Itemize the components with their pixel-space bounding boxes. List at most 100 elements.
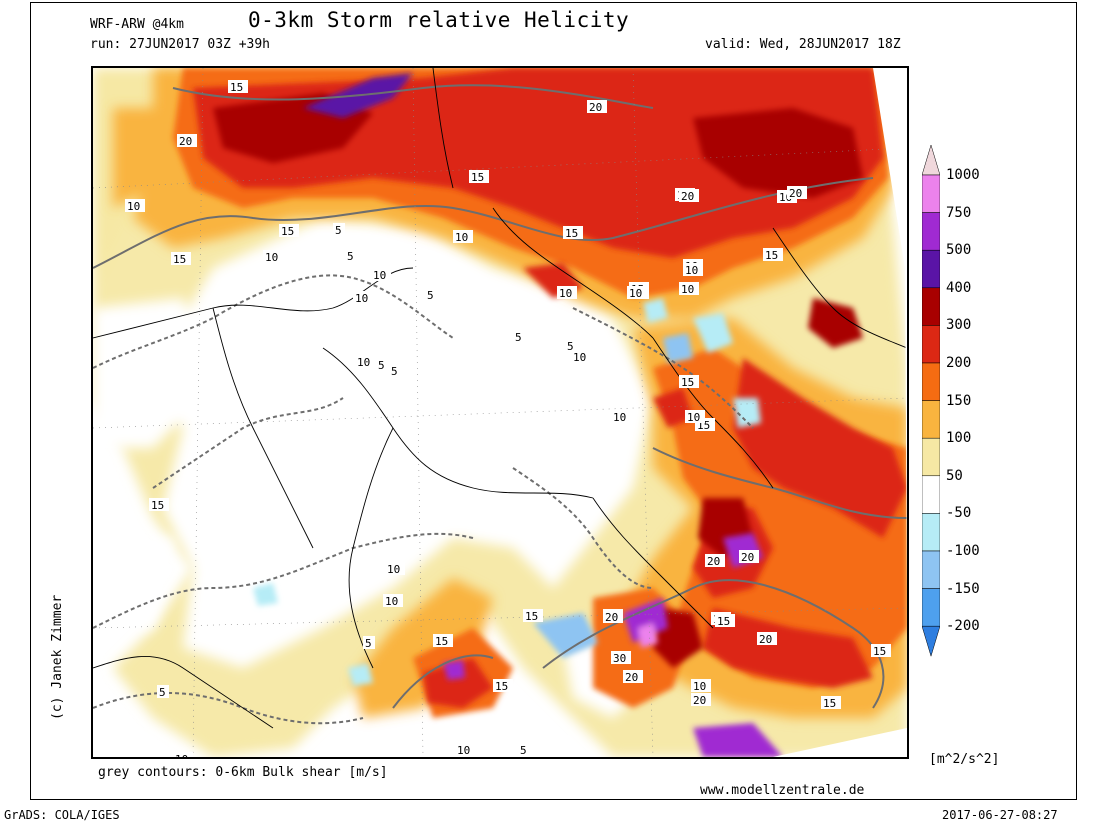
colorbar-segment — [922, 212, 940, 251]
contour-label-text: 20 — [681, 190, 694, 203]
contour-label-text: 10 — [265, 251, 278, 264]
colorbar-tick-label: 100 — [946, 430, 972, 447]
contour-label-bg — [469, 170, 489, 183]
contour-label: 20 — [757, 632, 777, 646]
contour-label-text: 15 — [281, 225, 294, 238]
contour-label-text: 10 — [687, 411, 700, 424]
contour-label-bg — [518, 743, 530, 756]
contour-label: 30 — [611, 651, 631, 665]
contour-label: 10 — [571, 350, 591, 364]
contour-label: 20 — [177, 134, 197, 148]
contour-label: 15 — [715, 614, 735, 628]
contour-label-text: 10 — [613, 411, 626, 424]
contour-label-bg — [603, 610, 623, 623]
contour-label: 10 — [683, 263, 703, 277]
contour-label-text: 10 — [455, 231, 468, 244]
contour-label-text: 5 — [515, 331, 522, 344]
contour-label: 15 — [469, 170, 489, 184]
contour-label-text: 20 — [707, 555, 720, 568]
contour-label: 20 — [787, 186, 807, 200]
contour-label-bg — [705, 554, 725, 567]
contour-label-bg — [565, 339, 577, 352]
contour-label-text: 10 — [629, 287, 642, 300]
contour-label-bg — [363, 636, 375, 649]
contour-label-bg — [263, 250, 283, 263]
contour-label: 10 — [263, 250, 283, 264]
contour-label-text: 10 — [681, 283, 694, 296]
contour-label-text: 15 — [765, 249, 778, 262]
contour-label-bg — [679, 189, 699, 202]
contour-label: 10 — [125, 199, 145, 213]
contour-label-text: 5 — [159, 686, 166, 699]
colorbar-segment — [922, 325, 940, 364]
contour-label-bg — [787, 186, 807, 199]
contour-label: 15 — [763, 248, 783, 262]
contour-label: 20 — [691, 693, 711, 707]
shear-contours-dashed — [93, 274, 754, 725]
colorbar-segment — [922, 588, 940, 627]
contour-label-text: 15 — [435, 635, 448, 648]
contour-label-bg — [453, 230, 473, 243]
country-borders — [93, 68, 907, 729]
contour-label-text: 20 — [759, 633, 772, 646]
contour-label-text: 10 — [373, 269, 386, 282]
contour-label-text: 5 — [365, 637, 372, 650]
contour-label-bg — [425, 288, 437, 301]
contour-label: 15 — [679, 375, 699, 389]
contour-label-bg — [627, 286, 647, 299]
contour-label-bg — [493, 679, 513, 692]
contour-label-bg — [173, 752, 193, 757]
software-label: GrADS: COLA/IGES — [4, 808, 120, 822]
contour-label-text: 10 — [175, 753, 188, 757]
lat-lon-grid — [93, 68, 907, 757]
field-negative — [253, 298, 761, 686]
colorbar-segment — [922, 513, 940, 552]
contour-label-text: 10 — [357, 356, 370, 369]
contour-label: 10 — [685, 410, 705, 424]
contour-label-text: 20 — [589, 101, 602, 114]
contour-label-bg — [177, 134, 197, 147]
colorbar-segment — [922, 287, 940, 326]
contour-label: 5 — [513, 330, 525, 344]
contour-label: 20 — [587, 100, 607, 114]
colorbar-tick-label: 150 — [946, 392, 972, 409]
contour-label-text: 15 — [873, 645, 886, 658]
domain-edge-mask — [773, 68, 907, 757]
contour-note: grey contours: 0-6km Bulk shear [m/s] — [98, 765, 388, 780]
colorbar-tick-label: -200 — [946, 618, 980, 635]
contour-label-bg — [739, 550, 759, 563]
contour-label-bg — [149, 498, 169, 511]
valid-label: valid: Wed, 28JUN2017 18Z — [705, 37, 901, 52]
contour-label-text: 5 — [520, 744, 527, 757]
contour-label-text: 10 — [559, 287, 572, 300]
contour-label-text: 10 — [387, 563, 400, 576]
colorbar-tick-label: -50 — [946, 505, 972, 522]
contour-label-bg — [371, 268, 391, 281]
figure-frame — [30, 2, 1077, 800]
contour-label-text: 5 — [567, 340, 574, 353]
contour-label-bg — [757, 632, 777, 645]
contour-label-bg — [587, 100, 607, 113]
contour-label: 5 — [363, 636, 375, 650]
contour-label-text: 20 — [741, 551, 754, 564]
contour-label-bg — [376, 358, 388, 371]
contour-label-text: 20 — [605, 611, 618, 624]
contour-label: 20 — [603, 610, 623, 624]
contour-label: 15 — [563, 226, 583, 240]
map-graphic: 1520201015152020151010151015101510101515… — [93, 68, 907, 757]
colorbar-segment — [922, 249, 940, 289]
contour-label-bg — [557, 286, 577, 299]
contour-label: 10 — [455, 743, 475, 757]
contour-label-text: 5 — [347, 250, 354, 263]
contour-label-text: 15 — [717, 615, 730, 628]
contour-label: 20 — [705, 554, 725, 568]
contour-label-bg — [571, 350, 591, 363]
contour-label: 5 — [345, 249, 357, 263]
contour-label-text: 20 — [693, 694, 706, 707]
colorbar — [922, 145, 940, 658]
contour-label: 15 — [523, 609, 543, 623]
colorbar-tick-label: 200 — [946, 355, 972, 371]
contour-label-bg — [821, 696, 841, 709]
contour-label-text: 10 — [127, 200, 140, 213]
contour-label-text: 5 — [335, 224, 342, 237]
